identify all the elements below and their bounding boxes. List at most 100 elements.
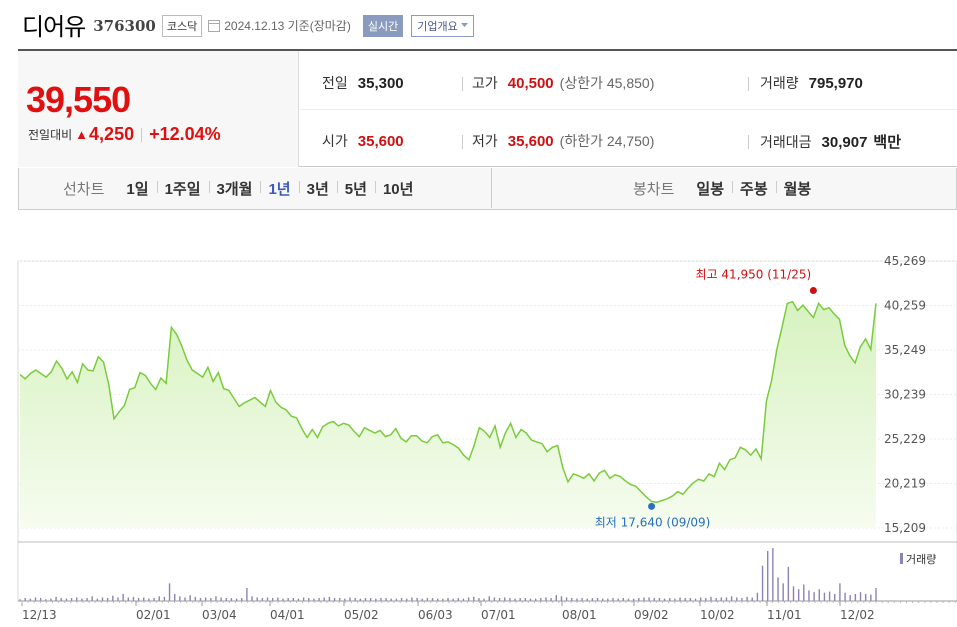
volume-bar [411, 597, 413, 601]
quote-box: 39,550 전일대비 ▲ 4,250 +12.04% 전일 35,300 고가… [18, 49, 957, 167]
x-tick-label: 08/01 [562, 608, 597, 622]
volume-bar [199, 598, 202, 601]
volume-bar [106, 598, 109, 601]
x-tick-label: 09/02 [634, 608, 669, 622]
volume-bar [488, 596, 490, 601]
volume-bar [380, 598, 382, 601]
period-5y[interactable]: 5년 [336, 178, 375, 199]
volume-bar [777, 577, 779, 601]
volume-bar [91, 596, 93, 601]
volume-bar [189, 595, 191, 601]
volume-bar [349, 597, 351, 601]
volume-bar [369, 598, 372, 601]
price-area [20, 301, 876, 528]
period-1d[interactable]: 1일 [126, 180, 149, 198]
volume-bar [246, 588, 248, 601]
volume-bar [483, 598, 485, 601]
period-1w[interactable]: 1주일 [156, 178, 209, 199]
volume-bar [560, 596, 563, 601]
current-price: 39,550 [26, 79, 131, 120]
y-tick-label: 30,239 [884, 388, 926, 402]
volume-bar [524, 598, 527, 601]
volume-bar [168, 583, 171, 601]
price-line [19, 300, 877, 504]
volume-bar [741, 598, 743, 601]
volume-bar [576, 598, 578, 601]
volume-bar [828, 591, 831, 601]
x-tick-label: 02/01 [136, 608, 171, 622]
volume-bar [457, 598, 460, 601]
volume-bar [467, 597, 470, 601]
divider [748, 77, 749, 91]
volume-bar [261, 598, 264, 601]
volume-value: 795,970 [808, 75, 863, 92]
volume-bar [534, 598, 537, 601]
market-badge: 코스닥 [161, 14, 203, 37]
price-chart[interactable]: 45,269 40,259 35,249 30,239 25,229 20,219 15,2… [0, 230, 957, 627]
stat-low: 저가 35,600 (하한가 24,750) [472, 131, 654, 151]
volume-bar [406, 598, 408, 601]
candle-daily[interactable]: 일봉 [696, 180, 725, 198]
volume-bar [421, 598, 423, 601]
realtime-button[interactable]: 실시간 [362, 14, 404, 37]
volume-bar [235, 598, 238, 601]
company-overview-button[interactable]: 기업개요 [411, 14, 474, 37]
volume-bar [473, 596, 475, 601]
y-tick-label: 45,269 [884, 254, 926, 268]
x-tick-label: 06/03 [418, 608, 453, 622]
low-marker [648, 502, 656, 510]
volume-bar [596, 598, 599, 601]
candle-weekly[interactable]: 주봉 [732, 178, 776, 199]
volume-bar [679, 597, 681, 601]
volume-bar [813, 592, 815, 601]
company-overview-label: 기업개요 [417, 20, 458, 33]
volume-bar [730, 596, 733, 601]
low-annotation: 최저 17,640 (09/09) [595, 515, 711, 529]
chevron-down-icon [460, 23, 468, 27]
volume-bar [684, 598, 686, 601]
volume-bar [65, 598, 68, 601]
period-bar: 선차트 1일 1주일 3개월 1년 3년 5년 10년 봉차트 일봉 주봉 월봉 [18, 168, 957, 210]
volume-bar [844, 592, 846, 601]
volume-bar [297, 598, 300, 601]
period-3m[interactable]: 3개월 [208, 178, 261, 199]
high-low-marks: 최고 41,950 (11/25) 최저 17,640 (09/09) [595, 267, 817, 529]
lower-limit-label: (하한가 [559, 133, 603, 149]
volume-bar [24, 598, 26, 601]
upper-limit-label: (상한가 [559, 75, 603, 91]
amount-label: 거래대금 [760, 134, 812, 150]
divider [462, 77, 463, 91]
change-label: 전일대비 [28, 128, 73, 142]
volume-bar [375, 598, 377, 601]
volume-bar [555, 595, 557, 601]
x-tick-label: 12/02 [840, 608, 875, 622]
volume-bar [658, 598, 661, 601]
divider [491, 168, 492, 208]
volume-bar [395, 598, 398, 601]
volume-bar [354, 598, 356, 601]
volume-bars [19, 548, 877, 601]
volume-bar [715, 598, 717, 601]
volume-bar [761, 565, 764, 601]
amount-unit: 백만 [873, 134, 902, 151]
volume-bar [607, 598, 609, 601]
volume-bar [81, 598, 83, 601]
period-1y[interactable]: 1년 [260, 178, 298, 199]
volume-bar [565, 597, 568, 601]
prev-value: 35,300 [357, 75, 404, 92]
volume-bar [194, 596, 197, 601]
volume-bar [359, 598, 362, 601]
volume-bar [627, 598, 630, 601]
volume-bar [586, 598, 588, 601]
volume-bar [385, 598, 387, 601]
calendar-icon [208, 19, 221, 32]
volume-bar [498, 598, 501, 601]
y-tick-label: 40,259 [884, 299, 926, 313]
volume-bar [617, 598, 619, 601]
period-3y[interactable]: 3년 [298, 178, 337, 199]
volume-bar [808, 590, 810, 601]
stats-panel: 전일 35,300 고가 40,500 (상한가 45,850) 거래량 795… [300, 51, 957, 167]
period-10y[interactable]: 10년 [374, 178, 422, 199]
volume-bar [143, 597, 145, 601]
candle-monthly[interactable]: 월봉 [775, 178, 820, 199]
